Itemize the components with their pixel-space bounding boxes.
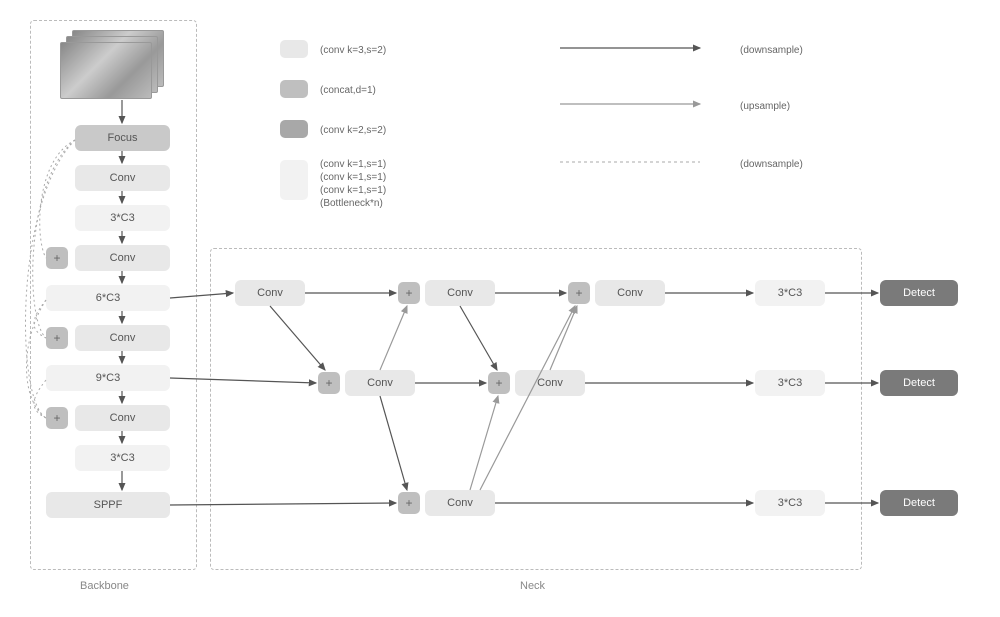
plus-bb-3: + (46, 407, 68, 429)
legend-c3-text: (conv k=1,s=1) (conv k=1,s=1) (conv k=1,… (320, 158, 386, 210)
neck-c3-r2: 3*C3 (755, 370, 825, 396)
c3-block-1: 3*C3 (75, 205, 170, 231)
plus-n-r1-2: + (568, 282, 590, 304)
legend-conv-light-text: (conv k=3,s=2) (320, 44, 386, 57)
legend-concat-text: (concat,d=1) (320, 84, 376, 97)
legend-conv-dark-text: (conv k=2,s=2) (320, 124, 386, 137)
neck-conv-r1-3: Conv (595, 280, 665, 306)
input-image-1 (60, 42, 152, 99)
conv-block-3: Conv (75, 325, 170, 351)
plus-bb-1: + (46, 247, 68, 269)
neck-conv-r2-2: Conv (515, 370, 585, 396)
backbone-label: Backbone (80, 580, 129, 592)
legend-downsample2: (downsample) (740, 158, 803, 171)
conv-block-4: Conv (75, 405, 170, 431)
legend-upsample: (upsample) (740, 100, 790, 113)
legend-downsample: (downsample) (740, 44, 803, 57)
neck-conv-r2-1: Conv (345, 370, 415, 396)
plus-n-r2-2: + (488, 372, 510, 394)
detect-r2: Detect (880, 370, 958, 396)
c3-block-4: 3*C3 (75, 445, 170, 471)
c3-block-2: 6*C3 (46, 285, 170, 311)
legend-conv-dark (280, 120, 308, 138)
legend-concat (280, 80, 308, 98)
legend-conv-light (280, 40, 308, 58)
neck-c3-r3: 3*C3 (755, 490, 825, 516)
c3-block-3: 9*C3 (46, 365, 170, 391)
legend-c3 (280, 160, 308, 200)
conv-block-1: Conv (75, 165, 170, 191)
conv-block-2: Conv (75, 245, 170, 271)
neck-label: Neck (520, 580, 545, 592)
detect-r1: Detect (880, 280, 958, 306)
plus-n-r1-1: + (398, 282, 420, 304)
plus-n-r2-1: + (318, 372, 340, 394)
sppf-block: SPPF (46, 492, 170, 518)
neck-conv-r1-1: Conv (235, 280, 305, 306)
neck-conv-r3-1: Conv (425, 490, 495, 516)
focus-block: Focus (75, 125, 170, 151)
plus-bb-2: + (46, 327, 68, 349)
plus-n-r3-1: + (398, 492, 420, 514)
neck-conv-r1-2: Conv (425, 280, 495, 306)
detect-r3: Detect (880, 490, 958, 516)
neck-c3-r1: 3*C3 (755, 280, 825, 306)
